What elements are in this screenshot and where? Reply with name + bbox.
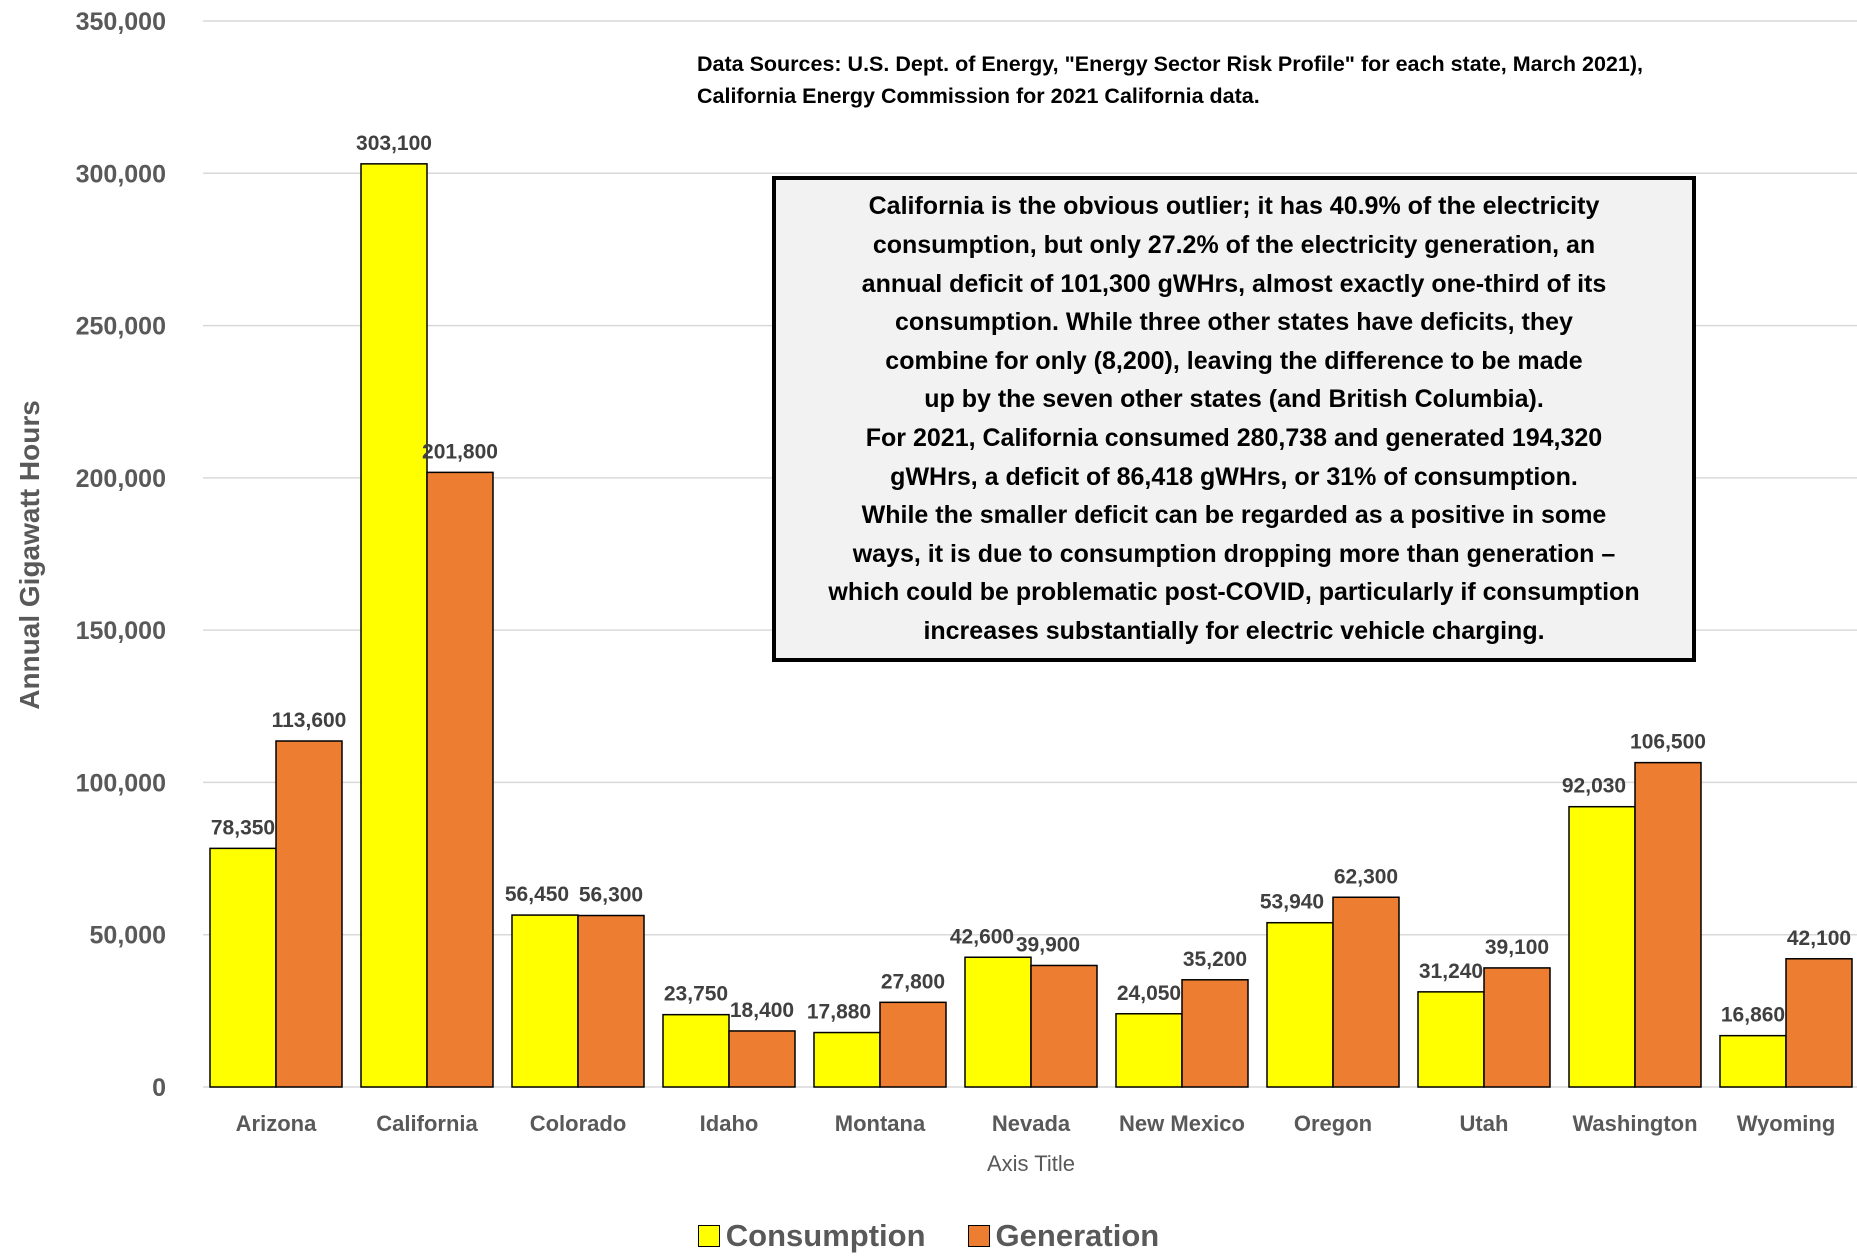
data-label-consumption: 17,880	[807, 1001, 871, 1024]
bar-consumption	[209, 847, 277, 1088]
y-tick-label: 350,000	[76, 8, 166, 36]
bar-consumption	[964, 956, 1032, 1088]
data-label-consumption: 53,940	[1260, 891, 1324, 914]
y-tick-label: 200,000	[76, 465, 166, 493]
data-source-note: Data Sources: U.S. Dept. of Energy, "Ene…	[697, 52, 1643, 108]
data-label-generation: 27,800	[881, 970, 945, 993]
data-label-consumption: 24,050	[1117, 982, 1181, 1005]
legend-swatch-generation	[967, 1225, 990, 1247]
data-label-consumption: 56,450	[505, 883, 569, 906]
data-label-generation: 201,800	[422, 440, 498, 463]
x-axis-title: Axis Title	[987, 1151, 1075, 1176]
data-label-generation: 35,200	[1183, 948, 1247, 971]
y-axis-title: Annual Gigawatt Hours	[14, 400, 45, 710]
bar-generation	[1181, 979, 1249, 1088]
bar-generation	[1332, 896, 1400, 1088]
bar-consumption	[1115, 1013, 1183, 1088]
data-label-generation: 62,300	[1334, 865, 1398, 888]
x-tick-label: Utah	[1460, 1111, 1509, 1136]
bar-consumption	[1266, 921, 1334, 1088]
bar-consumption	[1568, 805, 1636, 1088]
legend-swatch-consumption	[697, 1225, 720, 1247]
data-label-consumption: 78,350	[211, 816, 275, 839]
bar-generation	[879, 1001, 947, 1088]
data-label-consumption: 31,240	[1419, 960, 1483, 983]
annotation-box: California is the obvious outlier; it ha…	[772, 176, 1696, 662]
x-tick-label: Washington	[1572, 1111, 1697, 1136]
legend-item-consumption: Consumption	[697, 1218, 926, 1254]
bar-consumption	[1417, 991, 1485, 1088]
y-tick-label: 0	[152, 1074, 166, 1102]
bar-consumption	[511, 914, 579, 1088]
data-label-generation: 39,900	[1016, 933, 1080, 956]
x-tick-label: Montana	[835, 1111, 926, 1136]
data-label-consumption: 23,750	[664, 983, 728, 1006]
data-label-generation: 56,300	[579, 884, 643, 907]
x-tick-label: Oregon	[1294, 1111, 1372, 1136]
legend-item-generation: Generation	[967, 1218, 1160, 1254]
y-tick-label: 300,000	[76, 160, 166, 188]
y-tick-label: 150,000	[76, 617, 166, 645]
data-labels: 78,350 113,600 303,100 201,800 56,450 56,300 2…	[211, 132, 1851, 1027]
bar-generation	[1634, 761, 1702, 1088]
bar-consumption	[813, 1031, 881, 1088]
data-label-generation: 39,100	[1485, 936, 1549, 959]
y-tick-label: 250,000	[76, 313, 166, 341]
x-tick-label: Idaho	[700, 1111, 759, 1136]
x-tick-label: Colorado	[530, 1111, 627, 1136]
legend-label-consumption: Consumption	[725, 1218, 926, 1253]
bar-consumption	[1719, 1034, 1787, 1088]
x-tick-label: Arizona	[236, 1111, 317, 1136]
data-label-consumption: 92,030	[1562, 775, 1626, 798]
data-label-consumption: 42,600	[950, 925, 1014, 948]
bar-consumption	[662, 1013, 730, 1088]
x-tick-label: Nevada	[992, 1111, 1071, 1136]
bar-generation	[1483, 967, 1551, 1088]
x-axis-ticks: Arizona California Colorado Idaho Montana Nev…	[236, 1111, 1836, 1136]
bar-generation	[577, 914, 645, 1088]
legend-label-generation: Generation	[995, 1218, 1160, 1253]
annotation-text: California is the obvious outlier; it ha…	[828, 192, 1640, 645]
y-tick-label: 100,000	[76, 769, 166, 797]
y-tick-label: 50,000	[90, 922, 166, 950]
bar-generation	[1030, 964, 1098, 1088]
x-tick-label: California	[376, 1111, 478, 1136]
bar-generation	[426, 471, 494, 1088]
x-tick-label: Wyoming	[1737, 1111, 1836, 1136]
data-label-generation: 18,400	[730, 999, 794, 1022]
data-label-consumption: 303,100	[356, 132, 432, 155]
bar-generation	[728, 1030, 796, 1088]
legend: Consumption Generation	[0, 1218, 1857, 1254]
bars	[209, 163, 1853, 1088]
data-label-generation: 113,600	[272, 709, 347, 732]
data-label-generation: 106,500	[1630, 731, 1706, 754]
y-axis-ticks: 0 50,000 100,000 150,000 200,000 250,000 300,0…	[76, 8, 166, 1102]
data-label-generation: 42,100	[1787, 927, 1851, 950]
bar-consumption	[360, 163, 428, 1088]
bar-generation	[1785, 958, 1853, 1088]
x-tick-label: New Mexico	[1119, 1111, 1245, 1136]
bar-generation	[275, 740, 343, 1088]
data-label-consumption: 16,860	[1721, 1004, 1785, 1027]
